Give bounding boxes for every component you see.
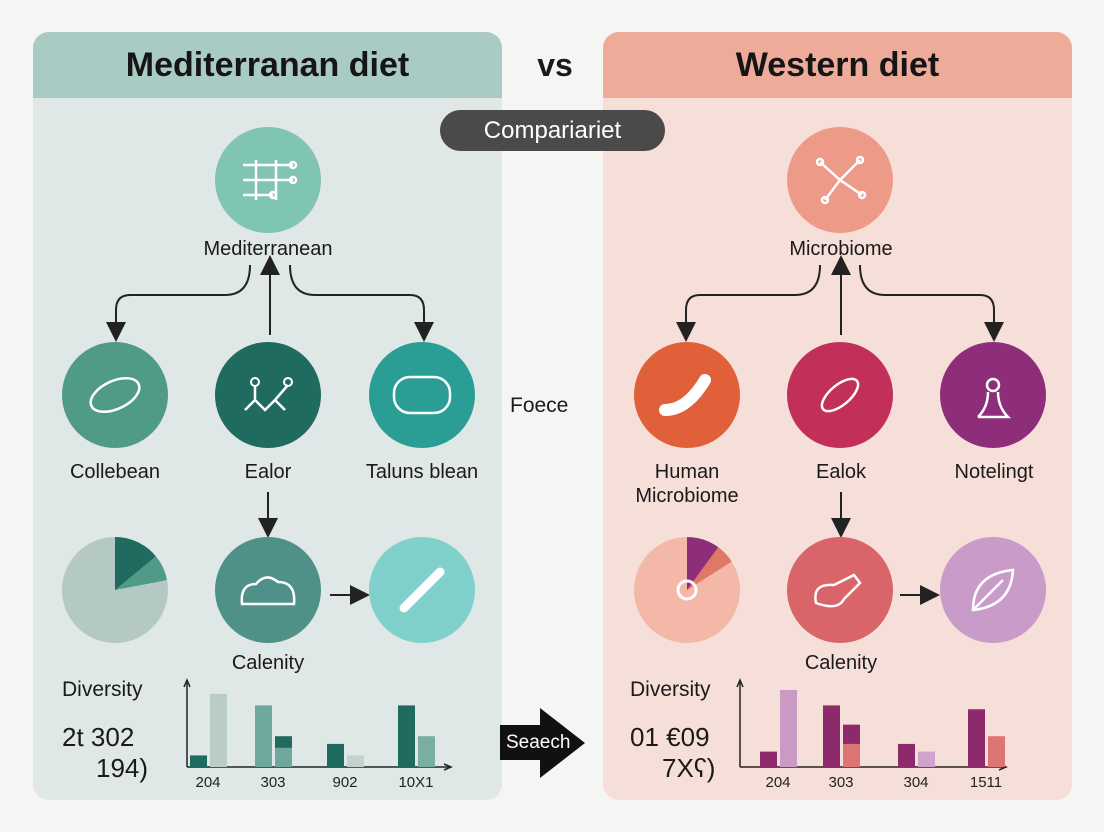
bar [418,736,435,767]
drumstick-icon [787,537,893,643]
arrow-shape [500,708,585,778]
diversity-label: Diversity [630,678,711,701]
stat-value: 01 €09 [630,722,710,752]
bar [918,751,935,767]
vs-label: vs [537,47,573,83]
bar [760,751,777,767]
node-label: Notelingt [954,461,1034,483]
node-label: Human Microbiome [635,461,739,507]
bar [823,705,840,767]
bar [398,705,415,767]
bar [780,690,797,767]
x-tick-label: 1511 [970,774,1002,791]
arrow-label: Seaech [506,732,571,753]
bacterium-icon [634,342,740,448]
node-label: Calenity [804,652,878,674]
network-icon [787,127,893,233]
chart-axes [739,682,1005,768]
node-label: Collebean [69,461,161,483]
molecule-icon [215,342,321,448]
node-label: Taluns blean [365,461,479,483]
bar [988,736,1005,767]
comparison-pill: Compariariet [440,110,665,151]
bar-lower-segment [843,743,860,767]
bar-lower-segment [275,747,292,767]
stat-value: 194) [96,753,149,783]
bar [968,709,985,767]
axis-arrowheads [736,678,1008,771]
stat-value: 2t 302 [62,722,135,752]
food-icon [215,537,321,643]
x-tick-label: 303 [828,774,853,791]
panel-title: Mediterranan diet [33,32,502,98]
middle-text: Foece [510,394,569,417]
leaf-icon [940,537,1046,643]
lamp-icon [940,342,1046,448]
stat-value: 7Xʕ) [662,753,716,783]
x-tick-label: 204 [195,774,220,791]
diversity-label: Diversity [62,678,143,701]
x-tick-label: 902 [332,774,357,791]
bar [190,755,207,767]
node-label: Ealok [815,461,867,483]
node-label: Mediterranean [203,238,333,260]
axis-arrowheads [183,678,453,771]
panel-title: Western diet [603,32,1072,98]
capsule-icon [787,342,893,448]
node-label: Calenity [231,652,305,674]
network-icon [215,127,321,233]
node-label: Microbiome [789,238,893,260]
x-tick-label: 10X1 [398,774,433,791]
bacteria-icon [369,537,475,643]
bar [327,743,344,767]
pie-icon [634,537,740,643]
pie-icon [62,537,168,643]
bar [898,743,915,767]
x-tick-label: 303 [260,774,285,791]
cell-icon [369,342,475,448]
bar [255,705,272,767]
bar [210,693,227,767]
bean-icon [62,342,168,448]
node-label: Ealor [244,461,292,483]
bar [347,755,364,767]
x-tick-label: 204 [765,774,790,791]
x-tick-label: 304 [903,774,928,791]
